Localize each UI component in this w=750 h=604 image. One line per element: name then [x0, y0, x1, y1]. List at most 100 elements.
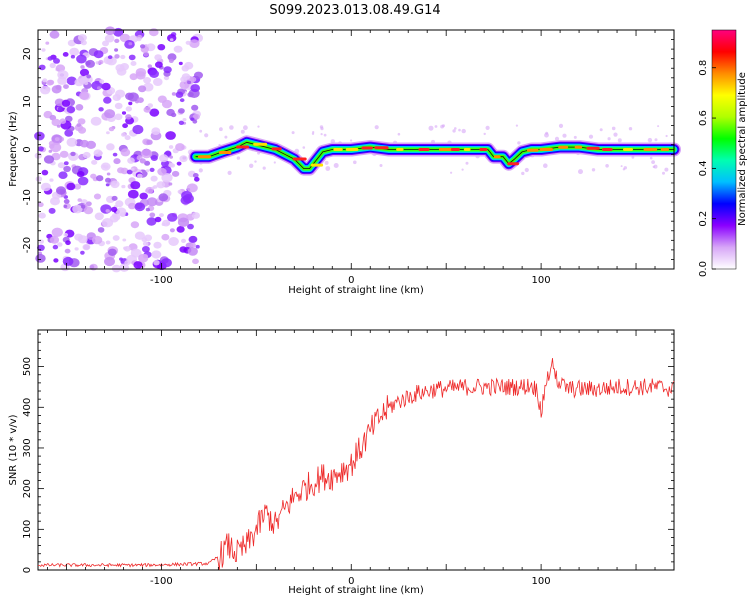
faint-point [243, 125, 248, 131]
snr-ticks: -100 0 100 0 100 200 300 400 500 [22, 330, 675, 587]
faint-point [323, 133, 327, 137]
noise-blob [106, 143, 115, 151]
noise-blob [120, 54, 126, 60]
noise-blob [114, 113, 123, 121]
faint-point [353, 160, 357, 165]
y-tick-label: -10 [22, 189, 33, 205]
y-tick-label: 400 [22, 398, 33, 417]
faint-point [374, 125, 379, 130]
y-tick-label: 10 [22, 95, 33, 108]
noise-blob [153, 185, 158, 189]
noise-blob [104, 34, 115, 43]
faint-point [229, 125, 234, 130]
noise-blob [120, 212, 126, 217]
noise-blob [164, 150, 172, 157]
faint-point [573, 135, 577, 139]
noise-blob [49, 236, 60, 244]
noise-blob [168, 145, 174, 149]
faint-point [324, 160, 329, 165]
noise-blob [107, 248, 117, 256]
noise-blob [149, 108, 160, 117]
noise-blob [52, 244, 59, 250]
noise-blob [106, 131, 110, 135]
snr-x-label: Height of straight line (km) [288, 585, 424, 596]
noise-blob [45, 86, 51, 92]
noise-blob [127, 189, 139, 199]
noise-blob [195, 244, 200, 249]
noise-blob [194, 176, 200, 182]
noise-blob [130, 167, 135, 171]
noise-blob [161, 233, 170, 241]
noise-blob [79, 91, 90, 100]
noise-blob [107, 55, 113, 60]
faint-point [273, 161, 276, 164]
faint-point [664, 167, 669, 172]
noise-blob [38, 212, 46, 219]
noise-blob [57, 162, 65, 169]
noise-blob [115, 200, 124, 208]
noise-blob [74, 247, 79, 251]
noise-blob [41, 169, 49, 176]
faint-point [333, 163, 339, 168]
noise-blob [157, 44, 166, 51]
noise-blob [66, 182, 76, 191]
noise-blob [186, 183, 198, 193]
noise-blob [175, 143, 185, 152]
faint-point [607, 137, 611, 141]
noise-blob [99, 79, 105, 84]
noise-blob [80, 65, 85, 69]
noise-blob [86, 74, 92, 79]
noise-blob [98, 107, 104, 112]
noise-blob [104, 165, 109, 169]
colorbar-tick-label: 0.4 [698, 160, 709, 176]
spectrogram-ridge [188, 135, 681, 176]
noise-blob [179, 80, 190, 90]
faint-point [330, 139, 335, 144]
noise-blob [90, 173, 97, 179]
faint-point [617, 138, 622, 143]
noise-blob [110, 180, 120, 189]
x-tick-label: 100 [532, 275, 551, 286]
noise-blob [127, 92, 139, 102]
noise-blob [127, 157, 135, 164]
noise-blob [179, 98, 185, 103]
faint-point [454, 127, 457, 130]
colorbar-tick-label: 0.0 [698, 261, 709, 277]
noise-blob [72, 204, 83, 214]
noise-blob [147, 64, 152, 68]
faint-point [515, 124, 519, 127]
noise-blob [70, 151, 76, 157]
faint-point [204, 133, 209, 138]
faint-point [442, 124, 445, 128]
noise-blob [178, 120, 184, 126]
noise-blob [82, 151, 91, 159]
noise-blob [153, 260, 160, 266]
noise-blob [81, 204, 86, 209]
noise-blob [145, 169, 150, 173]
noise-blob [159, 213, 164, 218]
noise-blob [49, 178, 54, 182]
snr-panel: -100 0 100 0 100 200 300 400 500 Height of strai… [8, 329, 675, 596]
noise-blob [142, 241, 149, 247]
noise-blob [161, 99, 173, 109]
faint-point [647, 137, 653, 143]
noise-blob [117, 167, 125, 174]
faint-point [302, 146, 306, 149]
noise-blob [48, 207, 56, 214]
noise-blob [124, 260, 131, 266]
noise-blob [134, 231, 145, 240]
noise-blob [101, 218, 114, 228]
faint-point [312, 131, 315, 134]
faint-point [622, 168, 626, 171]
y-tick-label: -20 [22, 237, 33, 253]
faint-point [262, 166, 266, 170]
noise-blob [63, 161, 69, 166]
noise-blob [90, 116, 102, 126]
noise-blob [115, 64, 125, 72]
noise-blob [89, 265, 95, 269]
noise-blob [154, 54, 162, 61]
noise-blob [138, 253, 149, 263]
noise-blob [155, 61, 163, 68]
noise-blob [77, 198, 82, 202]
